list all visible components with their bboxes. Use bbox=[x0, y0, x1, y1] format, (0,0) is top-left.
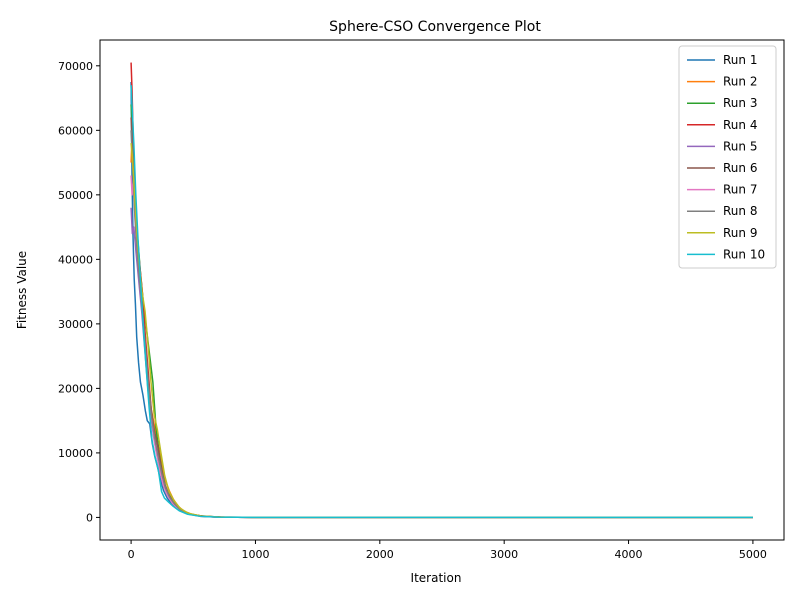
x-tick-label: 1000 bbox=[241, 548, 269, 561]
x-tick-label: 4000 bbox=[615, 548, 643, 561]
x-tick-label: 5000 bbox=[739, 548, 767, 561]
y-tick-label: 30000 bbox=[58, 318, 93, 331]
series-line-run-2 bbox=[130, 129, 753, 519]
y-axis-ticks: 0 10000 20000 30000 40000 50000 60000 70000 bbox=[58, 60, 100, 524]
chart-title: Sphere-CSO Convergence Plot bbox=[329, 19, 541, 35]
series-line-run-8 bbox=[130, 130, 753, 519]
legend-label-run-8: Run 8 bbox=[723, 204, 757, 218]
series-line-run-7 bbox=[130, 175, 753, 519]
y-tick-label: 10000 bbox=[58, 447, 93, 460]
x-axis-label: Iteration bbox=[411, 571, 462, 585]
series-line-run-6 bbox=[130, 117, 753, 519]
y-tick-label: 0 bbox=[86, 511, 93, 524]
y-tick-label: 70000 bbox=[58, 60, 93, 73]
legend-label-run-2: Run 2 bbox=[723, 75, 757, 89]
series-line-run-5 bbox=[130, 207, 753, 519]
y-tick-label: 60000 bbox=[58, 124, 93, 137]
y-axis-label: Fitness Value bbox=[15, 251, 29, 329]
series-line-run-3 bbox=[130, 104, 753, 519]
y-tick-label: 40000 bbox=[58, 253, 93, 266]
legend-label-run-9: Run 9 bbox=[723, 226, 757, 240]
legend-box bbox=[678, 45, 777, 269]
plot-area-frame bbox=[99, 39, 785, 541]
y-tick-label: 20000 bbox=[58, 382, 93, 395]
legend: Run 1 Run 2 Run 3 Run 4 Run 5 Run 6 Run 7 Run 8… bbox=[678, 45, 777, 269]
x-tick-label: 2000 bbox=[366, 548, 394, 561]
legend-label-run-10: Run 10 bbox=[723, 247, 765, 261]
legend-label-run-6: Run 6 bbox=[723, 161, 757, 175]
legend-label-run-3: Run 3 bbox=[723, 96, 757, 110]
x-axis-ticks: 0 1000 2000 3000 4000 5000 bbox=[128, 540, 767, 561]
x-tick-label: 3000 bbox=[490, 548, 518, 561]
legend-label-run-1: Run 1 bbox=[723, 53, 757, 67]
series-line-run-4 bbox=[130, 62, 753, 519]
legend-label-run-5: Run 5 bbox=[723, 139, 757, 153]
series-line-run-9 bbox=[130, 143, 753, 519]
series-line-run-1 bbox=[130, 81, 753, 519]
series-line-run-10 bbox=[130, 85, 753, 519]
x-tick-label: 0 bbox=[128, 548, 135, 561]
y-tick-label: 50000 bbox=[58, 189, 93, 202]
legend-label-run-4: Run 4 bbox=[723, 118, 757, 132]
plot-lines bbox=[130, 62, 753, 519]
legend-label-run-7: Run 7 bbox=[723, 183, 757, 197]
